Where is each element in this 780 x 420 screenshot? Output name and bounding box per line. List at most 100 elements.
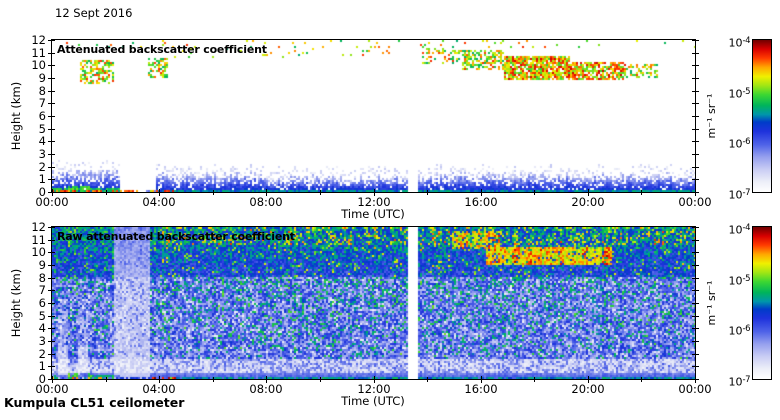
axis-tick (48, 192, 55, 193)
x-tick-label: 00:00 (35, 382, 69, 396)
x-tick-label: 12:00 (357, 195, 391, 209)
y-tick-label: 5 (38, 309, 46, 323)
y-tick-label: 3 (38, 334, 46, 348)
axis-tick (692, 265, 699, 266)
y-tick-label: 6 (38, 296, 46, 310)
x-tick-label: 20:00 (571, 195, 605, 209)
axis-tick (266, 189, 267, 196)
raw-backscatter-heatmap-canvas (52, 227, 695, 379)
axis-tick (48, 129, 55, 130)
axis-tick (692, 379, 699, 380)
axis-tick (692, 192, 699, 193)
y-tick-label: 5 (38, 122, 46, 136)
y-tick-label: 9 (38, 258, 46, 272)
axis-tick (692, 278, 699, 279)
axis-tick (48, 379, 55, 380)
y-tick-label: 1 (38, 172, 46, 186)
y-tick-label: 4 (38, 134, 46, 148)
axis-tick (48, 65, 55, 66)
axis-tick (692, 129, 699, 130)
y-tick-label: 10 (31, 58, 46, 72)
axis-tick (48, 354, 55, 355)
x-tick-label: 20:00 (571, 382, 605, 396)
axis-tick (692, 366, 699, 367)
y-tick-label: 11 (31, 233, 46, 247)
axis-tick (588, 189, 589, 196)
axis-tick (159, 376, 160, 383)
y-tick-label: 11 (31, 46, 46, 60)
axis-tick (48, 278, 55, 279)
axis-tick (48, 227, 55, 228)
axis-tick (48, 252, 55, 253)
axis-tick (692, 240, 699, 241)
axis-tick (692, 354, 699, 355)
panel-title-attenuated: Attenuated backscatter coefficient (57, 43, 267, 56)
date-label: 12 Sept 2016 (55, 6, 133, 20)
axis-tick (320, 377, 321, 382)
y-tick-label: 4 (38, 321, 46, 335)
axis-tick (48, 91, 55, 92)
x-tick-label: 00:00 (678, 195, 712, 209)
axis-tick (641, 190, 642, 195)
y-tick-label: 2 (38, 160, 46, 174)
x-tick-label: 08:00 (249, 382, 283, 396)
axis-tick (159, 189, 160, 196)
axis-tick (692, 316, 699, 317)
y-tick-label: 3 (38, 147, 46, 161)
axis-tick (48, 78, 55, 79)
colorbar-top (752, 39, 772, 193)
colorbar-tick-label: 10-7 (728, 188, 751, 202)
axis-tick (266, 376, 267, 383)
x-tick-label: 12:00 (357, 382, 391, 396)
axis-tick (48, 240, 55, 241)
y-tick-label: 2 (38, 347, 46, 361)
axis-tick (692, 167, 699, 168)
axis-tick (692, 252, 699, 253)
x-axis-label-top: Time (UTC) (341, 207, 405, 221)
axis-tick (692, 341, 699, 342)
colorbar-tick-label: 10-6 (728, 324, 751, 338)
axis-tick (106, 377, 107, 382)
axis-tick (320, 190, 321, 195)
colorbar-tick-label: 10-6 (728, 137, 751, 151)
colorbar-bottom (752, 226, 772, 380)
y-tick-label: 8 (38, 271, 46, 285)
x-tick-label: 04:00 (142, 382, 176, 396)
colorbar-tick-label: 10-5 (728, 274, 751, 288)
x-tick-label: 00:00 (35, 195, 69, 209)
axis-tick (692, 303, 699, 304)
axis-tick (481, 189, 482, 196)
axis-tick (692, 103, 699, 104)
instrument-label: Kumpula CL51 ceilometer (4, 395, 185, 410)
axis-tick (692, 179, 699, 180)
axis-tick (48, 40, 55, 41)
axis-tick (427, 190, 428, 195)
axis-tick (213, 377, 214, 382)
y-tick-label: 9 (38, 71, 46, 85)
axis-tick (48, 116, 55, 117)
axis-tick (588, 376, 589, 383)
y-tick-label: 0 (38, 372, 46, 386)
axis-tick (106, 190, 107, 195)
axis-tick (374, 376, 375, 383)
axis-tick (48, 103, 55, 104)
x-tick-label: 16:00 (464, 195, 498, 209)
axis-tick (213, 190, 214, 195)
axis-tick (48, 341, 55, 342)
x-tick-label: 16:00 (464, 382, 498, 396)
axis-tick (534, 377, 535, 382)
axis-tick (427, 377, 428, 382)
colorbar-tick-label: 10-4 (728, 36, 751, 50)
colorbar-tick-label: 10-7 (728, 375, 751, 389)
axis-tick (48, 154, 55, 155)
axis-tick (48, 290, 55, 291)
x-tick-label: 00:00 (678, 382, 712, 396)
axis-tick (692, 65, 699, 66)
y-tick-label: 1 (38, 359, 46, 373)
axis-tick (48, 316, 55, 317)
axis-tick (48, 265, 55, 266)
axis-tick (692, 328, 699, 329)
y-tick-label: 7 (38, 96, 46, 110)
colorbar-tick-label: 10-4 (728, 223, 751, 237)
y-tick-label: 8 (38, 84, 46, 98)
